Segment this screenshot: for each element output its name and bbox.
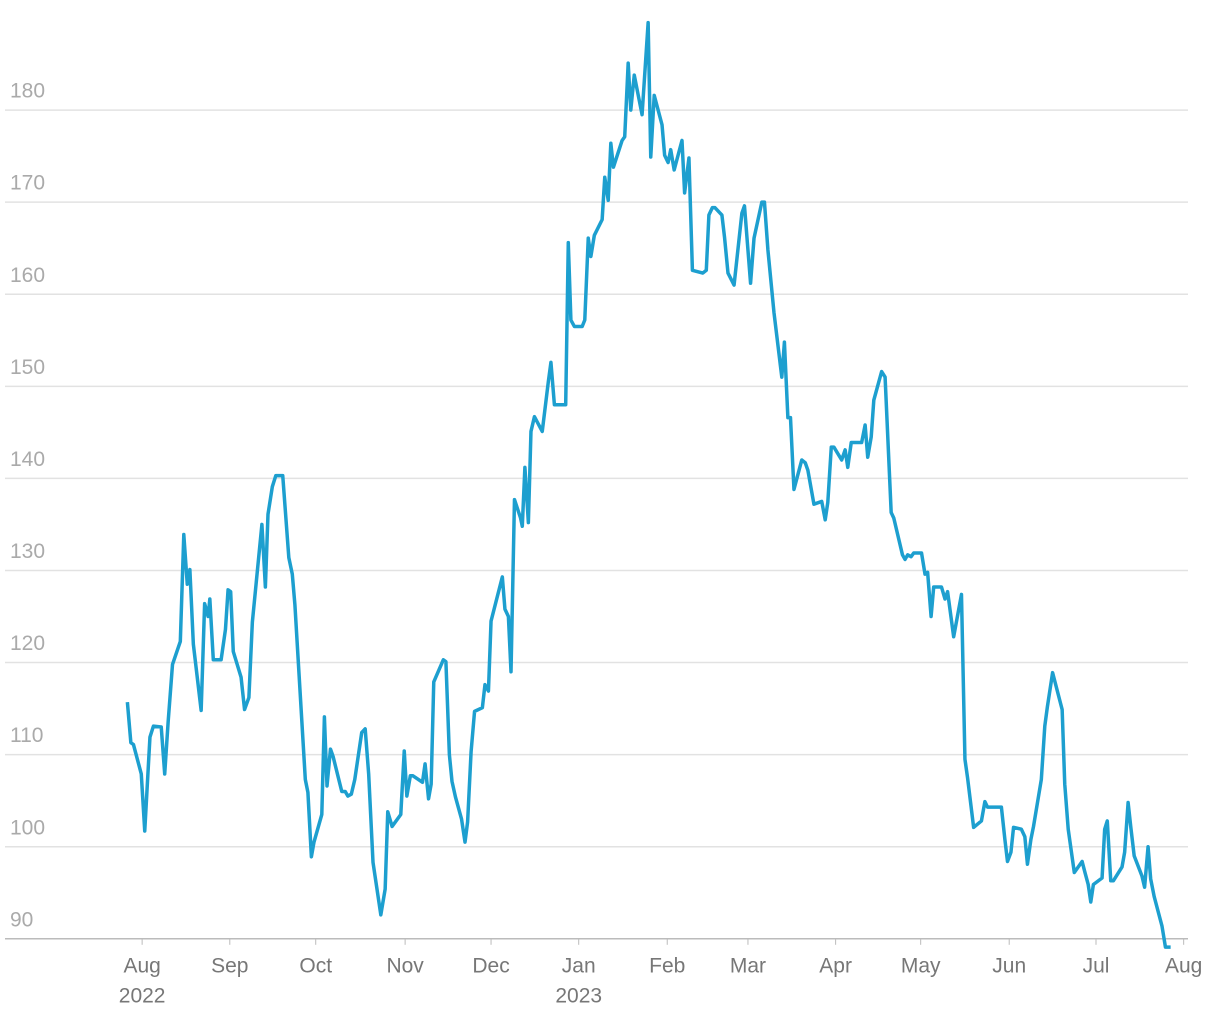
x-tick-label: Sep [211,955,248,978]
line [125,20,1171,949]
x-tick-year: 2022 [119,985,166,1008]
y-tick-label: 130 [10,540,45,563]
x-tick-year: 2023 [555,985,602,1008]
x-tick-label: Jun [992,955,1026,978]
y-tick-label: 140 [10,448,45,471]
y-tick-label: 110 [10,724,43,747]
x-tick-label: May [901,955,941,978]
x-tick-label: Aug [1165,955,1202,978]
x-tick-label: Aug [123,955,160,978]
x-tick-label: Jul [1083,955,1110,978]
y-tick-label: 160 [10,264,45,287]
y-tick-label: 120 [10,632,45,655]
x-tick-label: Dec [472,955,509,978]
x-tick-label: Mar [730,955,766,978]
y-tick-label: 180 [10,80,45,103]
x-tick-label: Nov [386,955,424,978]
y-tick-label: 90 [10,908,33,931]
x-tick-label: Apr [819,955,852,978]
y-tick-label: 100 [10,816,45,839]
x-tick-label: Feb [649,955,685,978]
y-tick-label: 170 [10,172,45,195]
x-tick-label: Oct [299,955,332,978]
x-tick-label: Jan [562,955,596,978]
y-tick-label: 150 [10,356,45,379]
